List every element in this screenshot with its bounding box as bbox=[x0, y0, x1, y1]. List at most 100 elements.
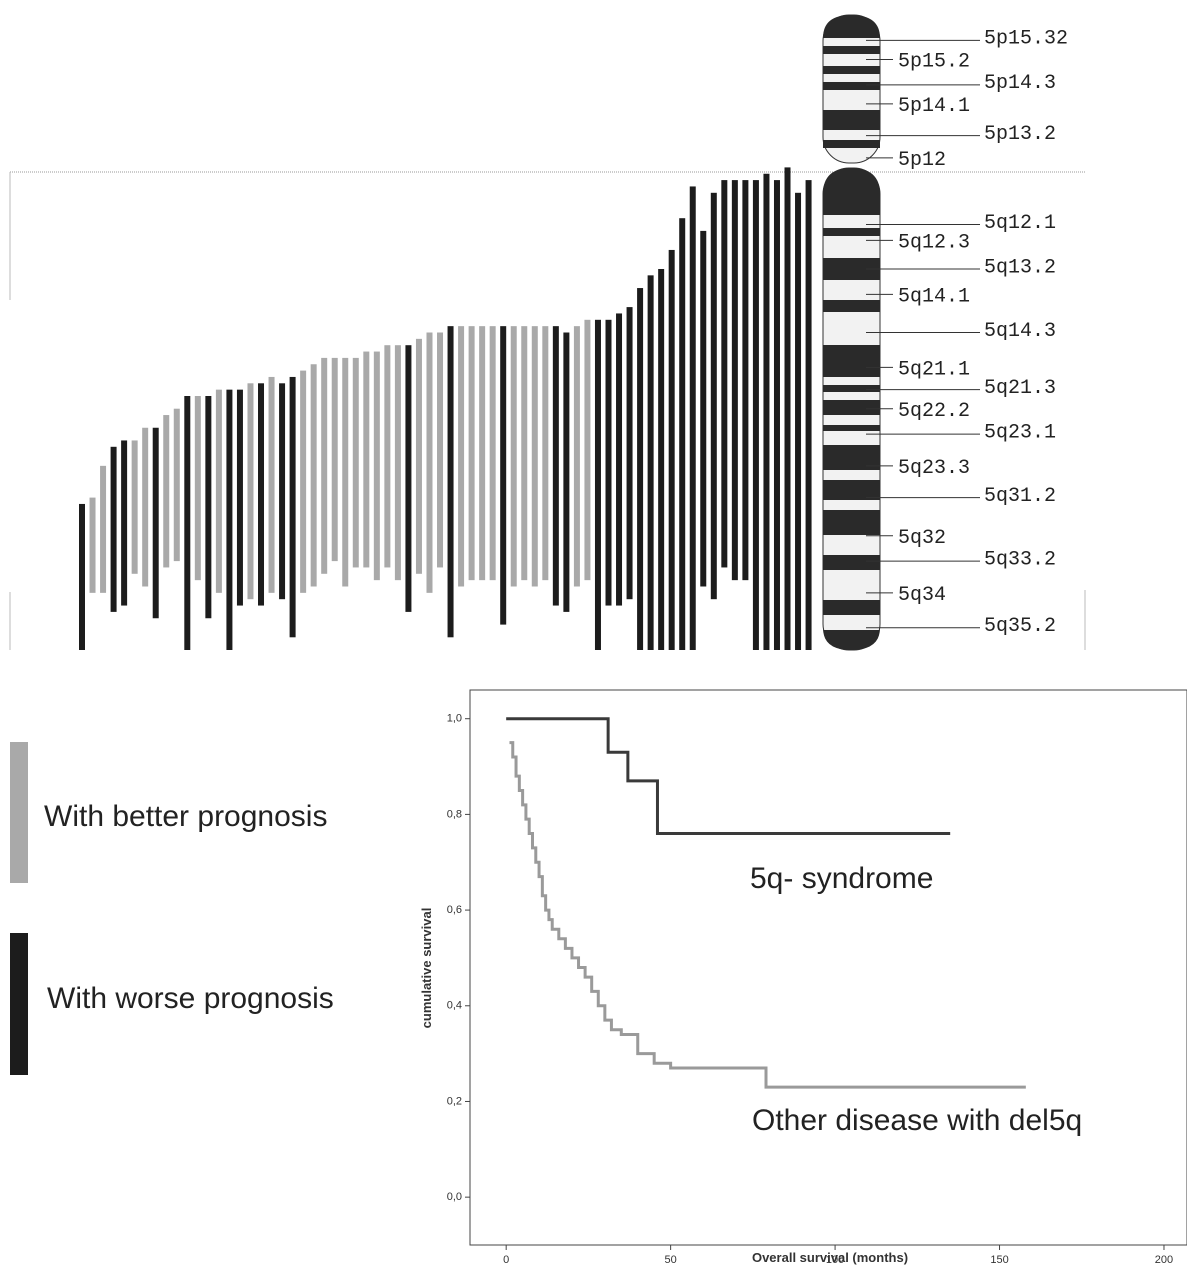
deletion-bar bbox=[626, 307, 633, 600]
deletion-bar bbox=[521, 326, 528, 581]
deletion-bar bbox=[584, 319, 591, 581]
deletion-bar bbox=[268, 376, 275, 593]
band-label: 5q14.1 bbox=[898, 286, 970, 309]
y-tick-label: 0,0 bbox=[447, 1191, 462, 1203]
deletion-bar bbox=[89, 497, 96, 593]
legend-swatch bbox=[10, 933, 28, 1075]
deletion-bar bbox=[352, 357, 359, 568]
deletion-bar bbox=[121, 440, 128, 606]
curve-label: Other disease with del5q bbox=[752, 1104, 1082, 1137]
deletion-bar bbox=[110, 446, 117, 612]
deletion-bar bbox=[500, 326, 507, 625]
deletion-bar bbox=[363, 351, 370, 568]
band-label: 5q12.3 bbox=[898, 232, 970, 255]
deletion-bar bbox=[184, 396, 191, 650]
x-tick-label: 50 bbox=[665, 1254, 677, 1266]
deletion-bar bbox=[415, 338, 422, 574]
deletion-bar bbox=[773, 180, 780, 650]
band-label: 5q13.2 bbox=[984, 256, 1056, 279]
x-axis-label: Overall survival (months) bbox=[752, 1250, 908, 1265]
x-tick-label: 150 bbox=[990, 1254, 1008, 1266]
band-label: 5p15.32 bbox=[984, 28, 1068, 51]
deletion-bar bbox=[731, 180, 738, 581]
deletion-bar bbox=[289, 376, 296, 638]
band-label: 5q33.2 bbox=[984, 548, 1056, 571]
band-label: 5q34 bbox=[898, 584, 946, 607]
band-label: 5q21.1 bbox=[898, 359, 970, 382]
band-label: 5p14.1 bbox=[898, 95, 970, 118]
band-label: 5q35.2 bbox=[984, 615, 1056, 638]
deletion-bar bbox=[426, 332, 433, 593]
deletion-bar bbox=[394, 345, 401, 581]
band-label: 5q23.3 bbox=[898, 457, 970, 480]
band-label: 5p14.3 bbox=[984, 72, 1056, 95]
band-label: 5p13.2 bbox=[984, 123, 1056, 146]
deletion-bar bbox=[784, 167, 791, 650]
deletion-bar bbox=[310, 364, 317, 587]
deletion-bar bbox=[689, 186, 696, 650]
band-label: 5q32 bbox=[898, 527, 946, 550]
deletion-bar bbox=[479, 326, 486, 581]
deletion-bar bbox=[563, 332, 570, 612]
x-tick-label: 100 bbox=[826, 1254, 844, 1266]
y-tick-label: 0,6 bbox=[447, 904, 462, 916]
y-tick-label: 0,4 bbox=[447, 1000, 462, 1012]
x-tick-label: 200 bbox=[1155, 1254, 1173, 1266]
deletion-bar bbox=[679, 218, 686, 650]
deletion-bar bbox=[647, 275, 654, 650]
deletion-bar bbox=[721, 180, 728, 568]
y-tick-label: 0,2 bbox=[447, 1095, 462, 1107]
deletion-bar bbox=[489, 326, 496, 581]
chromosome bbox=[822, 14, 881, 651]
deletion-bar bbox=[752, 180, 759, 650]
legend-swatch bbox=[10, 742, 28, 883]
deletion-bar bbox=[163, 415, 170, 568]
deletion-bar bbox=[458, 326, 465, 587]
legend-label: With better prognosis bbox=[44, 800, 327, 833]
deletion-bar bbox=[447, 326, 454, 638]
deletion-bar bbox=[658, 269, 665, 650]
deletion-bar bbox=[437, 332, 444, 568]
deletion-bar bbox=[805, 180, 812, 650]
deletion-bar bbox=[384, 345, 391, 568]
deletion-bar bbox=[100, 465, 107, 593]
band-label: 5p12 bbox=[898, 149, 946, 172]
deletion-bar bbox=[331, 357, 338, 562]
y-tick-label: 1,0 bbox=[447, 713, 462, 725]
deletion-bar bbox=[405, 345, 412, 612]
deletion-bar bbox=[542, 326, 549, 581]
deletion-bar bbox=[700, 230, 707, 587]
plot-frame bbox=[469, 689, 1187, 1246]
deletion-bar bbox=[194, 396, 201, 581]
y-axis-label: cumulative survival bbox=[419, 908, 434, 1029]
deletion-bar bbox=[300, 370, 307, 593]
deletion-bar bbox=[215, 389, 222, 593]
deletion-bar bbox=[531, 326, 538, 587]
y-tick-label: 0,8 bbox=[447, 808, 462, 820]
deletion-bar bbox=[710, 192, 717, 600]
band-label: 5p15.2 bbox=[898, 51, 970, 74]
deletion-bar bbox=[131, 440, 138, 574]
band-label: 5q14.3 bbox=[984, 320, 1056, 343]
deletion-bar bbox=[321, 357, 328, 574]
deletion-bar bbox=[205, 396, 212, 619]
deletion-bar bbox=[373, 351, 380, 581]
deletion-bar bbox=[247, 383, 254, 600]
band-label: 5q12.1 bbox=[984, 212, 1056, 235]
deletion-bar bbox=[142, 427, 149, 587]
deletion-bar bbox=[468, 326, 475, 581]
deletion-bar bbox=[763, 173, 770, 650]
deletion-bar bbox=[552, 326, 559, 606]
band-label: 5q22.2 bbox=[898, 400, 970, 423]
x-tick-label: 0 bbox=[503, 1254, 509, 1266]
deletion-bar bbox=[342, 357, 349, 587]
survival-curve bbox=[509, 741, 1026, 1089]
deletion-bar bbox=[605, 319, 612, 606]
deletion-bar bbox=[258, 383, 265, 606]
deletion-bar bbox=[573, 326, 580, 587]
band-label: 5q31.2 bbox=[984, 485, 1056, 508]
deletion-bar bbox=[594, 319, 601, 650]
deletion-bar bbox=[668, 249, 675, 650]
curve-label: 5q- syndrome bbox=[750, 862, 933, 895]
